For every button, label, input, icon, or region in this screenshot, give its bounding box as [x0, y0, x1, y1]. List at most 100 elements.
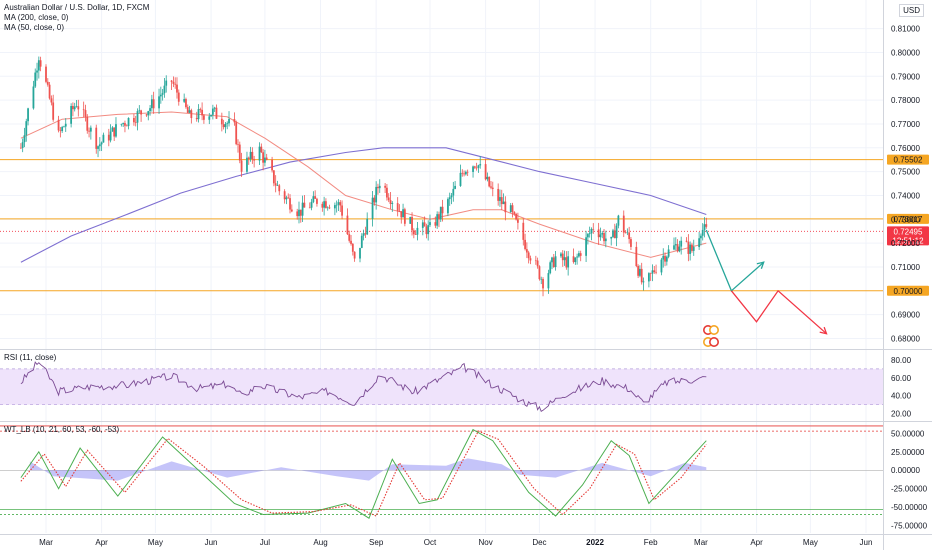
candle-body: [52, 102, 55, 120]
time-axis[interactable]: Mar Apr May Jun Jul Aug Sep Oct Nov Dec 2022 Feb Mar…: [39, 538, 872, 547]
candle-body: [604, 238, 607, 242]
candle-body: [579, 253, 582, 256]
candle-body: [639, 268, 641, 276]
price-tick-label: 0.72000: [891, 239, 920, 248]
rsi-legend[interactable]: RSI (11, close): [4, 353, 57, 362]
candle-body: [585, 237, 587, 256]
candle-body: [21, 142, 24, 148]
wt-tick-label: 25.00000: [891, 448, 925, 457]
candle-body: [199, 109, 202, 110]
candle-body: [509, 205, 512, 213]
candle-body: [202, 115, 205, 120]
candle-body: [676, 244, 679, 252]
candle-body: [120, 124, 123, 125]
candle-body: [140, 110, 142, 115]
candle-body: [371, 197, 374, 219]
candle-body: [316, 198, 318, 204]
candle-body: [228, 119, 230, 124]
candle-body: [438, 214, 440, 220]
candle-body: [133, 118, 135, 123]
candle-body: [150, 99, 153, 109]
wt-tick-label: 50.00000: [891, 429, 925, 438]
level-tag: [887, 213, 929, 224]
wt-legend[interactable]: WT_LB (10, 21, 60, 53, -60, -53): [4, 425, 120, 434]
price-tick-label: 0.80000: [891, 48, 920, 57]
candle-body: [159, 94, 162, 97]
candle-body: [610, 236, 613, 239]
candle-body: [61, 127, 64, 132]
candle-body: [502, 201, 505, 205]
candle-body: [400, 211, 403, 218]
candle-body: [262, 152, 265, 163]
candle-body: [563, 257, 566, 261]
price-tick-label: 0.69000: [891, 311, 920, 320]
wt-tick-label: -75.00000: [891, 522, 928, 531]
projection-down-arrowhead: [819, 326, 828, 335]
wt2-line: [20, 430, 707, 517]
symbol-legend[interactable]: Australian Dollar / U.S. Dollar, 1D, FXC…: [4, 3, 149, 33]
candle-body: [586, 234, 589, 238]
candle-body: [213, 107, 216, 109]
candle-body: [102, 134, 105, 143]
candle-body: [612, 230, 614, 237]
time-tick-label: Jun: [860, 538, 873, 547]
candle-body: [303, 202, 306, 208]
candle-body: [215, 107, 218, 119]
candle-body: [63, 126, 65, 128]
candle-body: [186, 107, 189, 113]
candle-body: [290, 209, 293, 212]
rsi-pane: [20, 361, 707, 412]
candle-body: [534, 260, 537, 262]
price-axis[interactable]: 0.81000 0.80000 0.79000 0.78000 0.77000 0.760…: [891, 25, 928, 531]
candle-body: [125, 125, 128, 127]
candle-body: [599, 234, 602, 238]
level-tag: [887, 285, 929, 296]
candle-body: [540, 278, 543, 280]
candle-body: [70, 105, 73, 124]
candle-body: [402, 209, 404, 218]
candle-body: [491, 187, 494, 189]
candle-body: [660, 259, 663, 273]
candle-body: [561, 253, 564, 261]
candle-body: [174, 83, 177, 85]
candle-body: [89, 127, 92, 132]
candle-body: [626, 232, 629, 234]
candle-body: [538, 266, 541, 280]
candle-body: [436, 214, 439, 226]
rsi-line: [20, 361, 707, 412]
price-tick-label: 0.71000: [891, 263, 920, 272]
candle-body: [364, 233, 367, 235]
candle-body: [185, 99, 187, 108]
currency-label[interactable]: USD: [899, 4, 924, 17]
candle-body: [362, 233, 365, 236]
candle-body: [450, 195, 453, 198]
candle-body: [416, 227, 419, 235]
candle-body: [72, 105, 74, 110]
level-tag-text: 0.75502: [894, 156, 923, 165]
candle-body: [687, 241, 690, 254]
event-icons[interactable]: [702, 324, 719, 347]
projection-arrows[interactable]: [705, 229, 828, 335]
candle-body: [251, 151, 254, 160]
rsi-tick-label: 80.00: [891, 356, 912, 365]
candle-body: [301, 202, 304, 216]
candle-body: [673, 245, 675, 250]
projection-up-line: [705, 229, 765, 292]
candle-body: [289, 198, 291, 210]
time-tick-label: May: [148, 538, 163, 547]
candle-body: [27, 108, 29, 122]
price-tick-label: 0.68000: [891, 334, 920, 343]
candle-body: [525, 249, 528, 253]
candle-body: [88, 130, 90, 132]
candle-body: [513, 211, 516, 214]
candle-body: [398, 211, 401, 212]
candle-body: [272, 170, 275, 184]
candle-body: [698, 238, 701, 248]
candle-body: [107, 134, 110, 141]
candle-body: [46, 81, 49, 85]
candle-body: [136, 111, 139, 123]
candle-body: [346, 215, 349, 235]
